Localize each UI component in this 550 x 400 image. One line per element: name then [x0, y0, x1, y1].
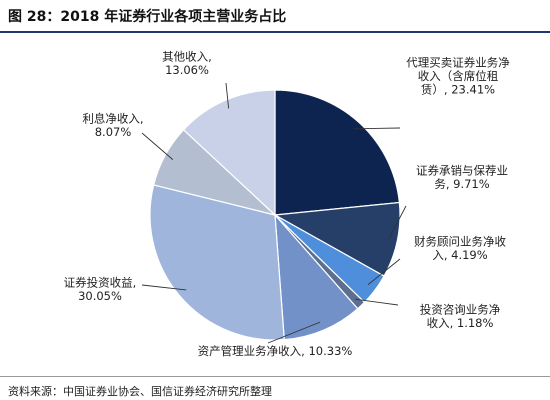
leader-line-5 — [267, 321, 321, 344]
slice-label-3: 财务顾问业务净收入, 4.19% — [414, 234, 506, 261]
leader-line-3 — [367, 258, 401, 285]
title-divider — [0, 31, 550, 33]
pie-chart: 代理买卖证券业务净收入（含席位租赁）, 23.41% 证券承销与保荐业务, 9.7… — [64, 49, 511, 358]
leader-line-4 — [355, 298, 399, 306]
pie-slice-5 — [274, 213, 359, 341]
pie-slice-6 — [149, 184, 285, 341]
leader-line-6 — [141, 284, 187, 291]
figure-title: 图 28：2018 年证券行业各项主营业务占比 — [8, 9, 287, 25]
slice-label-8: 其他收入, 13.06% — [162, 49, 212, 77]
slice-label-1: 代理买卖证券业务净收入（含席位租赁）, 23.41% — [406, 56, 510, 97]
slice-label-2: 证券承销与保荐业务, 9.71% — [416, 163, 508, 191]
source-divider — [0, 376, 550, 377]
leader-line-7 — [141, 132, 174, 160]
pie-slice-1 — [274, 89, 401, 216]
slice-label-7: 利息净收入, 8.07% — [82, 111, 143, 139]
pie-slice-8 — [182, 89, 276, 217]
leader-line-8 — [225, 82, 230, 109]
slice-label-5: 资产管理业务净收入, 10.33% — [198, 344, 353, 358]
leader-line-1 — [352, 127, 401, 130]
source-note: 资料来源：中国证券业协会、国信证券经济研究所整理 — [8, 385, 272, 398]
leader-line-2 — [388, 205, 407, 239]
slice-label-6: 证券投资收益, 30.05% — [64, 275, 137, 303]
slice-label-4: 投资咨询业务净收入, 1.18% — [420, 302, 501, 330]
pie-slice-2 — [273, 201, 401, 277]
